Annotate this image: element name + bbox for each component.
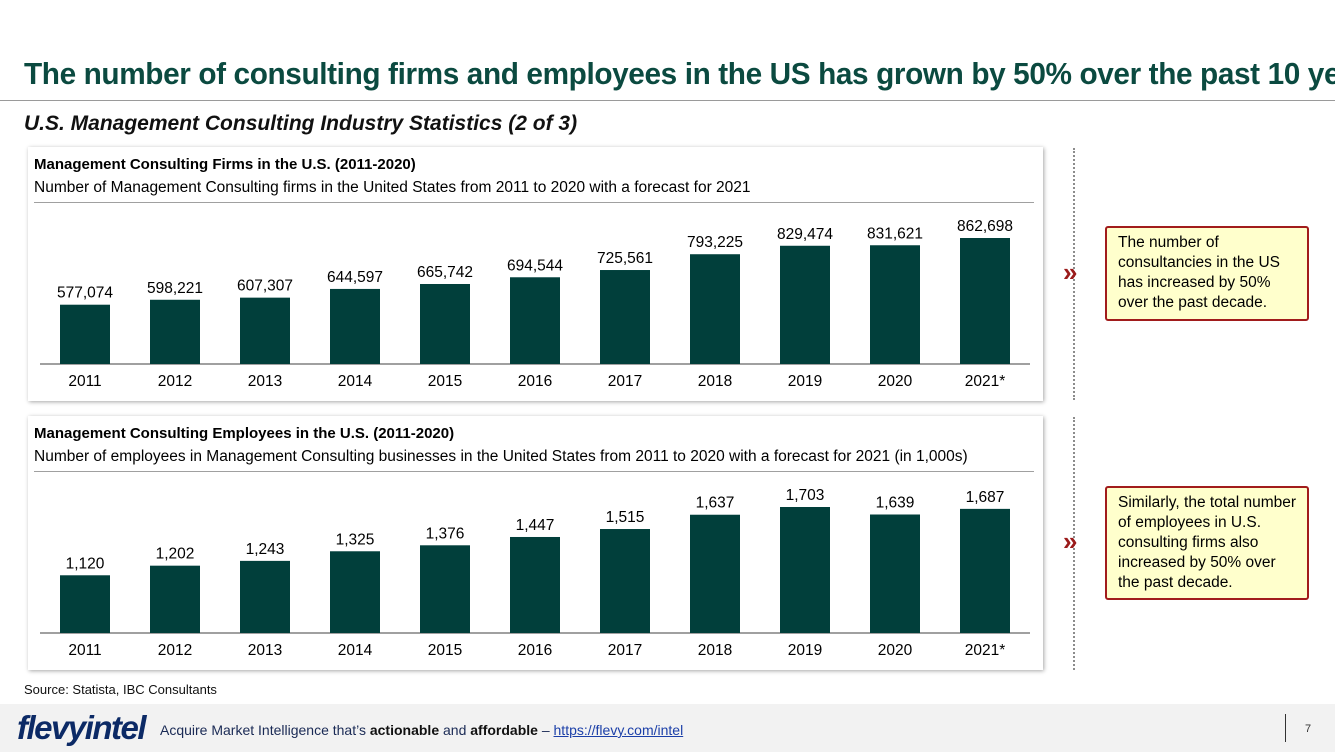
employees-x-tick-label: 2011 — [68, 642, 101, 659]
employees-x-tick-label: 2017 — [608, 642, 642, 659]
employees-x-tick-label: 2015 — [428, 642, 462, 659]
firms-x-tick-label: 2017 — [608, 373, 642, 390]
dotted-separator — [1073, 148, 1075, 400]
firms-value-label: 694,544 — [507, 257, 563, 274]
flevy-intel-link[interactable]: https://flevy.com/intel — [553, 722, 684, 738]
firms-value-label: 793,225 — [687, 234, 743, 251]
firms-value-label: 665,742 — [417, 264, 473, 281]
employees-x-tick-label: 2013 — [248, 642, 282, 659]
employees-bar — [780, 507, 830, 633]
employees-bar-chart: 1,120 2011 1,202 2012 1,243 2013 1,325 2014 1,37… — [40, 487, 1030, 659]
employees-value-label: 1,687 — [966, 489, 1005, 506]
employees-value-label: 1,120 — [66, 555, 105, 572]
employees-x-tick-label: 2014 — [338, 642, 373, 659]
slide-title: The number of consulting firms and emplo… — [24, 56, 1335, 91]
firms-bar — [330, 288, 380, 364]
employees-bar — [510, 536, 560, 633]
source-note: Source: Statista, IBC Consultants — [24, 682, 217, 697]
employees-bar — [150, 565, 200, 633]
footer-tagline: Acquire Market Intelligence that’s actio… — [160, 722, 684, 738]
firms-bar — [60, 304, 110, 364]
firms-value-label: 862,698 — [957, 218, 1013, 235]
page-number: 7 — [1305, 723, 1312, 735]
employees-bar — [240, 560, 290, 633]
footer-bar: flevyintel Acquire Market Intelligence t… — [0, 704, 1335, 752]
firms-x-tick-label: 2020 — [878, 373, 913, 390]
firms-x-tick-label: 2012 — [158, 373, 192, 390]
firms-bar — [870, 245, 920, 364]
employees-value-label: 1,376 — [426, 525, 465, 542]
firms-bar — [150, 299, 200, 364]
employees-value-label: 1,515 — [606, 509, 645, 526]
slide-subtitle: U.S. Management Consulting Industry Stat… — [24, 112, 578, 135]
employees-x-tick-label: 2021* — [965, 642, 1006, 659]
employees-value-label: 1,447 — [516, 517, 555, 534]
employees-value-label: 1,639 — [876, 494, 915, 511]
firms-x-tick-label: 2016 — [518, 373, 552, 390]
employees-bar — [960, 508, 1010, 633]
firms-value-label: 607,307 — [237, 278, 293, 295]
employees-chart-rule — [34, 471, 1034, 472]
employees-chart-description: Number of employees in Management Consul… — [34, 448, 968, 465]
firms-bar — [690, 254, 740, 364]
employees-chart-title: Management Consulting Employees in the U… — [34, 425, 455, 442]
firms-value-label: 598,221 — [147, 280, 203, 297]
firms-chart-description: Number of Management Consulting firms in… — [34, 179, 751, 196]
employees-x-tick-label: 2019 — [788, 642, 822, 659]
firms-bar-chart: 577,074 2011 598,221 2012 607,307 2013 644,597… — [40, 218, 1030, 390]
employees-chart-panel: Management Consulting Employees in the U… — [28, 416, 1043, 670]
firms-x-tick-label: 2021* — [965, 373, 1006, 390]
firms-value-label: 829,474 — [777, 226, 833, 243]
employees-x-tick-label: 2016 — [518, 642, 552, 659]
employees-value-label: 1,243 — [246, 541, 285, 558]
firms-chart-title: Management Consulting Firms in the U.S. … — [34, 156, 416, 173]
employees-value-label: 1,703 — [786, 487, 825, 504]
dotted-separator — [1073, 417, 1075, 670]
employees-bar — [870, 514, 920, 633]
employees-value-label: 1,637 — [696, 495, 735, 512]
firms-value-label: 725,561 — [597, 250, 653, 267]
employees-value-label: 1,325 — [336, 531, 375, 548]
firms-bar — [240, 297, 290, 364]
firms-x-tick-label: 2018 — [698, 373, 732, 390]
title-divider — [0, 100, 1335, 101]
employees-x-tick-label: 2020 — [878, 642, 913, 659]
employees-bar — [600, 529, 650, 633]
double-chevron-right-icon: » — [1061, 257, 1078, 287]
employees-bar — [60, 575, 110, 633]
employees-callout: Similarly, the total number of employees… — [1105, 486, 1309, 600]
firms-value-label: 577,074 — [57, 285, 113, 302]
firms-chart-panel: Management Consulting Firms in the U.S. … — [28, 147, 1043, 401]
firms-value-label: 644,597 — [327, 269, 383, 286]
employees-bar — [420, 545, 470, 633]
firms-x-tick-label: 2015 — [428, 373, 462, 390]
firms-bar — [420, 283, 470, 364]
firms-chart-rule — [34, 202, 1034, 203]
flevyintel-logo[interactable]: flevyintel — [17, 709, 147, 746]
employees-value-label: 1,202 — [156, 546, 195, 563]
employees-x-tick-label: 2018 — [698, 642, 732, 659]
firms-bar — [960, 238, 1010, 364]
firms-x-tick-label: 2014 — [338, 373, 373, 390]
double-chevron-right-icon: » — [1061, 526, 1078, 556]
firms-x-tick-label: 2013 — [248, 373, 282, 390]
employees-bar — [330, 551, 380, 633]
firms-callout: The number of consultancies in the US ha… — [1105, 226, 1309, 321]
firms-bar — [600, 270, 650, 364]
firms-x-tick-label: 2019 — [788, 373, 822, 390]
footer-divider — [1285, 714, 1286, 742]
firms-x-tick-label: 2011 — [68, 373, 101, 390]
employees-x-tick-label: 2012 — [158, 642, 192, 659]
firms-value-label: 831,621 — [867, 225, 923, 242]
firms-bar — [510, 277, 560, 364]
firms-bar — [780, 245, 830, 364]
employees-bar — [690, 514, 740, 633]
